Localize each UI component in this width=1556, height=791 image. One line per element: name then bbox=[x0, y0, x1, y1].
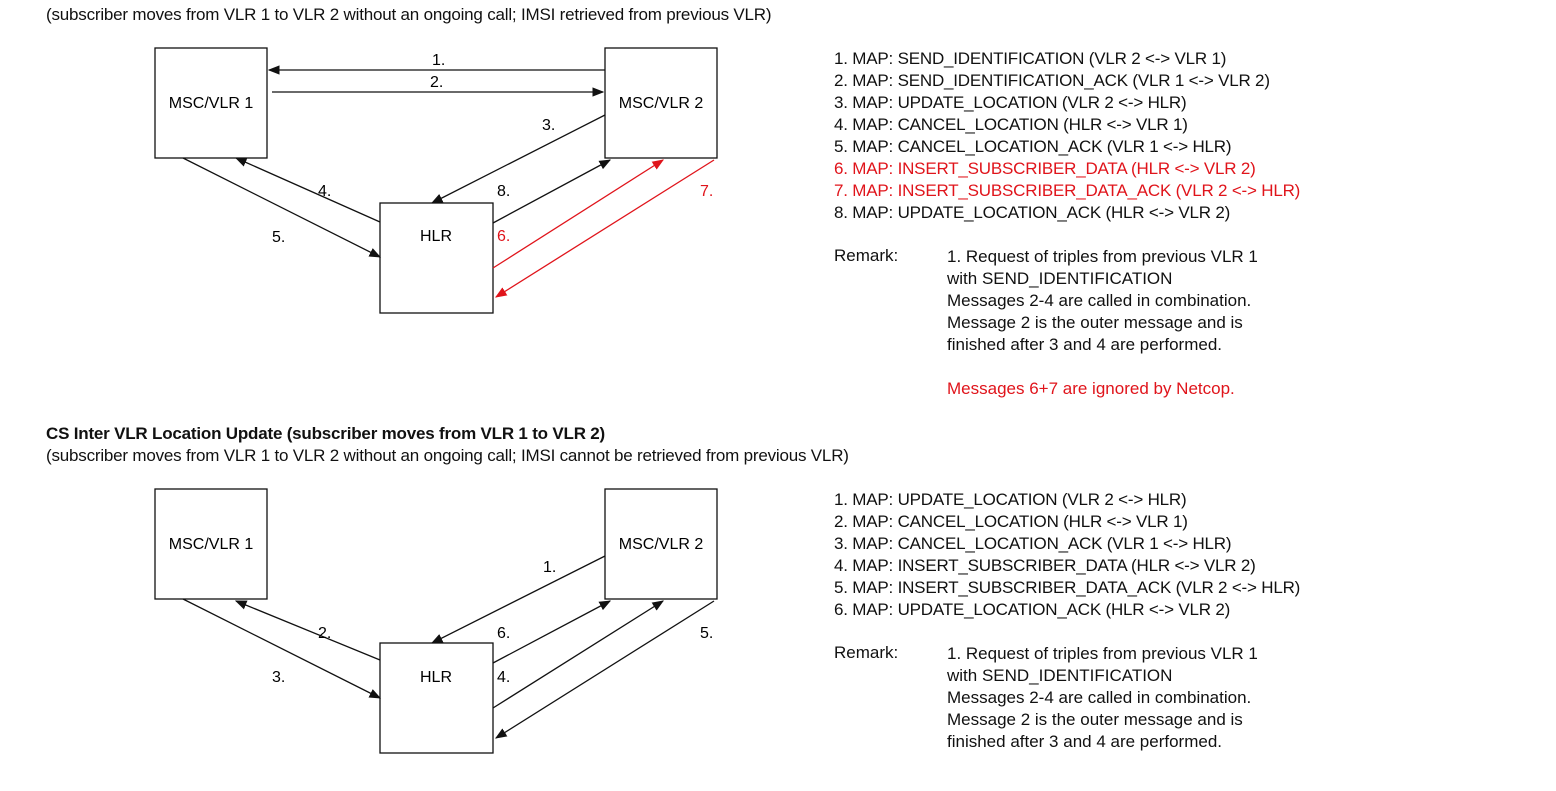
bottom-message-2: 2. MAP: CANCEL_LOCATION (HLR <-> VLR 1) bbox=[834, 512, 1188, 531]
bottom-node-vlr1-label: MSC/VLR 1 bbox=[169, 536, 254, 553]
bottom-label-4: 4. bbox=[497, 669, 510, 686]
top-arrow-7 bbox=[495, 159, 715, 298]
top-label-8: 8. bbox=[497, 183, 510, 200]
bottom-node-vlr1: MSC/VLR 1 bbox=[154, 488, 268, 600]
top-arrow-6 bbox=[492, 159, 664, 269]
bottom-message-3: 3. MAP: CANCEL_LOCATION_ACK (VLR 1 <-> H… bbox=[834, 534, 1232, 553]
bottom-label-1: 1. bbox=[543, 559, 556, 576]
bottom-remark-line-2: with SEND_IDENTIFICATION bbox=[947, 666, 1173, 685]
bottom-arrow-6 bbox=[492, 600, 612, 664]
top-node-hlr: HLR bbox=[379, 202, 494, 314]
top-remark-line-2: with SEND_IDENTIFICATION bbox=[947, 269, 1173, 288]
top-arrow-5 bbox=[182, 157, 382, 258]
top-label-7: 7. bbox=[700, 183, 713, 200]
top-message-2: 2. MAP: SEND_IDENTIFICATION_ACK (VLR 1 <… bbox=[834, 71, 1270, 90]
top-label-6: 6. bbox=[497, 228, 510, 245]
top-arrow-3 bbox=[430, 114, 606, 204]
top-remark-line-5: finished after 3 and 4 are performed. bbox=[947, 335, 1222, 354]
top-label-4: 4. bbox=[318, 183, 331, 200]
bottom-arrow-3 bbox=[182, 598, 382, 699]
top-label-5: 5. bbox=[272, 229, 285, 246]
bottom-subtitle: (subscriber moves from VLR 1 to VLR 2 wi… bbox=[46, 446, 849, 465]
top-message-4: 4. MAP: CANCEL_LOCATION (HLR <-> VLR 1) bbox=[834, 115, 1188, 134]
bottom-title: CS Inter VLR Location Update (subscriber… bbox=[46, 424, 606, 443]
top-remark-label: Remark: bbox=[834, 246, 899, 265]
bottom-arrow-1 bbox=[430, 555, 606, 644]
top-label-1: 1. bbox=[432, 52, 445, 69]
top-message-6: 6. MAP: INSERT_SUBSCRIBER_DATA (HLR <-> … bbox=[834, 159, 1256, 178]
top-remark: 1. Request of triples from previous VLR … bbox=[947, 246, 1258, 400]
bottom-arrow-5 bbox=[495, 600, 715, 739]
bottom-node-hlr-label: HLR bbox=[420, 669, 452, 686]
bottom-node-hlr: HLR bbox=[379, 642, 494, 754]
top-node-vlr1-label: MSC/VLR 1 bbox=[169, 95, 254, 112]
bottom-label-3: 3. bbox=[272, 669, 285, 686]
top-label-3: 3. bbox=[542, 117, 555, 134]
bottom-message-4: 4. MAP: INSERT_SUBSCRIBER_DATA (HLR <-> … bbox=[834, 556, 1256, 575]
top-arrow-4 bbox=[234, 157, 381, 223]
bottom-remark-line-5: finished after 3 and 4 are performed. bbox=[947, 732, 1222, 751]
bottom-remark-line-1: 1. Request of triples from previous VLR … bbox=[947, 644, 1258, 663]
top-remark-line-3: Messages 2-4 are called in combination. bbox=[947, 291, 1252, 310]
top-node-vlr2: MSC/VLR 2 bbox=[604, 47, 718, 159]
top-node-vlr2-label: MSC/VLR 2 bbox=[619, 95, 704, 112]
top-label-2: 2. bbox=[430, 74, 443, 91]
bottom-remark-line-3: Messages 2-4 are called in combination. bbox=[947, 688, 1252, 707]
bottom-remark-label: Remark: bbox=[834, 643, 899, 662]
top-message-8: 8. MAP: UPDATE_LOCATION_ACK (HLR <-> VLR… bbox=[834, 203, 1231, 222]
bottom-node-vlr2: MSC/VLR 2 bbox=[604, 488, 718, 600]
bottom-message-6: 6. MAP: UPDATE_LOCATION_ACK (HLR <-> VLR… bbox=[834, 600, 1231, 619]
top-message-3: 3. MAP: UPDATE_LOCATION (VLR 2 <-> HLR) bbox=[834, 93, 1187, 112]
top-message-1: 1. MAP: SEND_IDENTIFICATION (VLR 2 <-> V… bbox=[834, 49, 1227, 68]
top-subtitle: (subscriber moves from VLR 1 to VLR 2 wi… bbox=[46, 5, 772, 24]
bottom-message-list: 1. MAP: UPDATE_LOCATION (VLR 2 <-> HLR) … bbox=[834, 489, 1300, 621]
top-remark-line-4: Message 2 is the outer message and is bbox=[947, 313, 1243, 332]
top-node-hlr-label: HLR bbox=[420, 228, 452, 245]
top-message-7: 7. MAP: INSERT_SUBSCRIBER_DATA_ACK (VLR … bbox=[834, 181, 1301, 200]
bottom-arrow-4 bbox=[492, 600, 664, 709]
bottom-node-vlr2-label: MSC/VLR 2 bbox=[619, 536, 704, 553]
top-remark-red: Messages 6+7 are ignored by Netcop. bbox=[947, 379, 1235, 398]
bottom-message-5: 5. MAP: INSERT_SUBSCRIBER_DATA_ACK (VLR … bbox=[834, 578, 1301, 597]
bottom-message-1: 1. MAP: UPDATE_LOCATION (VLR 2 <-> HLR) bbox=[834, 490, 1187, 509]
bottom-label-2: 2. bbox=[318, 625, 331, 642]
top-arrow-8 bbox=[492, 159, 612, 224]
bottom-arrow-2 bbox=[234, 600, 381, 661]
bottom-remark-line-4: Message 2 is the outer message and is bbox=[947, 710, 1243, 729]
bottom-label-5: 5. bbox=[700, 625, 713, 642]
bottom-remark: 1. Request of triples from previous VLR … bbox=[947, 643, 1258, 753]
bottom-label-6: 6. bbox=[497, 625, 510, 642]
top-node-vlr1: MSC/VLR 1 bbox=[154, 47, 268, 159]
top-message-list: 1. MAP: SEND_IDENTIFICATION (VLR 2 <-> V… bbox=[834, 48, 1300, 224]
top-remark-line-1: 1. Request of triples from previous VLR … bbox=[947, 247, 1258, 266]
top-message-5: 5. MAP: CANCEL_LOCATION_ACK (VLR 1 <-> H… bbox=[834, 137, 1232, 156]
